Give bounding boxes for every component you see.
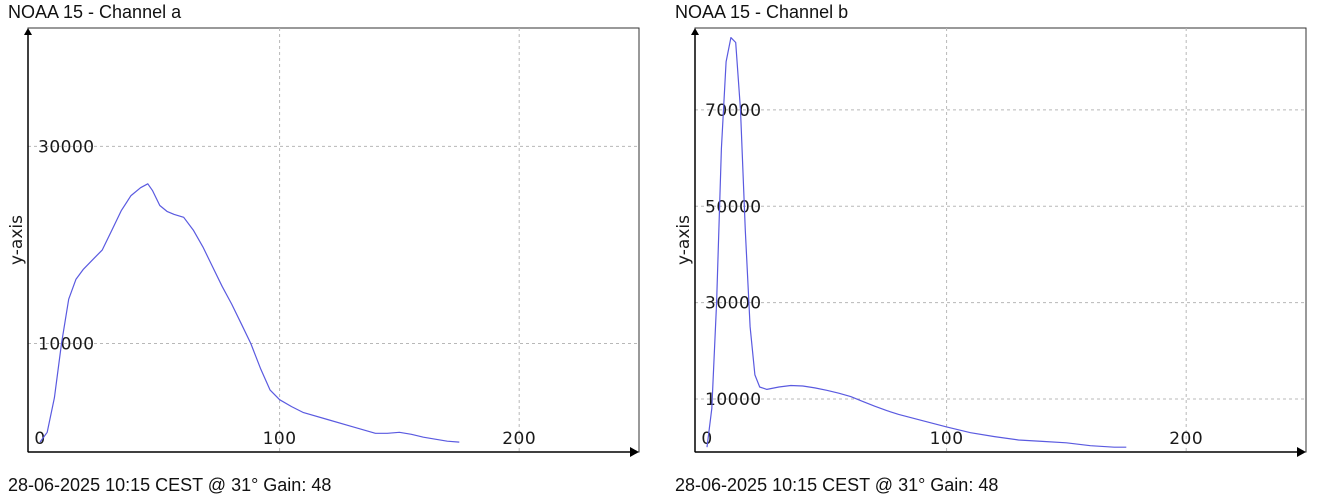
y-tick-label: 10000 (705, 390, 762, 410)
x-tick-label: 100 (930, 429, 964, 449)
chart-plot-area: 0 100 200 10000 30000 y-axis (7, 27, 640, 457)
y-axis-label: y-axis (674, 215, 694, 265)
y-tick-label: 30000 (705, 294, 762, 314)
y-tick-label: 10000 (38, 335, 95, 355)
y-tick-label: 70000 (705, 101, 762, 121)
series-line (706, 36, 1127, 448)
x-tick-label: 0 (701, 429, 712, 449)
y-axis-arrow (691, 28, 699, 35)
x-tick-label: 200 (1169, 429, 1203, 449)
y-axis-label: y-axis (7, 215, 27, 265)
series-line (39, 183, 460, 443)
chart-panel-channel-a: NOAA 15 - Channel a 0 100 200 10000 30000 y-a… (7, 2, 640, 495)
y-tick-label: 30000 (38, 137, 95, 157)
chart-title: NOAA 15 - Channel a (8, 2, 182, 22)
y-axis-arrow (24, 28, 32, 35)
chart-plot-area: 0 100 200 10000 30000 50000 70000 y-axis (674, 27, 1307, 457)
x-tick-label: 200 (502, 429, 536, 449)
chart-panel-channel-b: NOAA 15 - Channel b 0 100 200 10000 30000 500… (667, 0, 1334, 500)
x-tick-label: 100 (263, 429, 297, 449)
x-axis-arrow (630, 447, 639, 457)
chart-footer-timestamp: 28-06-2025 10:15 CEST @ 31° Gain: 48 (675, 475, 999, 495)
plot-frame (694, 27, 1307, 453)
x-axis-arrow (1297, 447, 1306, 457)
chart-footer-timestamp: 28-06-2025 10:15 CEST @ 31° Gain: 48 (8, 475, 332, 495)
y-tick-label: 50000 (705, 197, 762, 217)
x-tick-label: 0 (34, 429, 45, 449)
chart-title: NOAA 15 - Channel b (675, 2, 849, 22)
plot-frame (27, 27, 640, 453)
